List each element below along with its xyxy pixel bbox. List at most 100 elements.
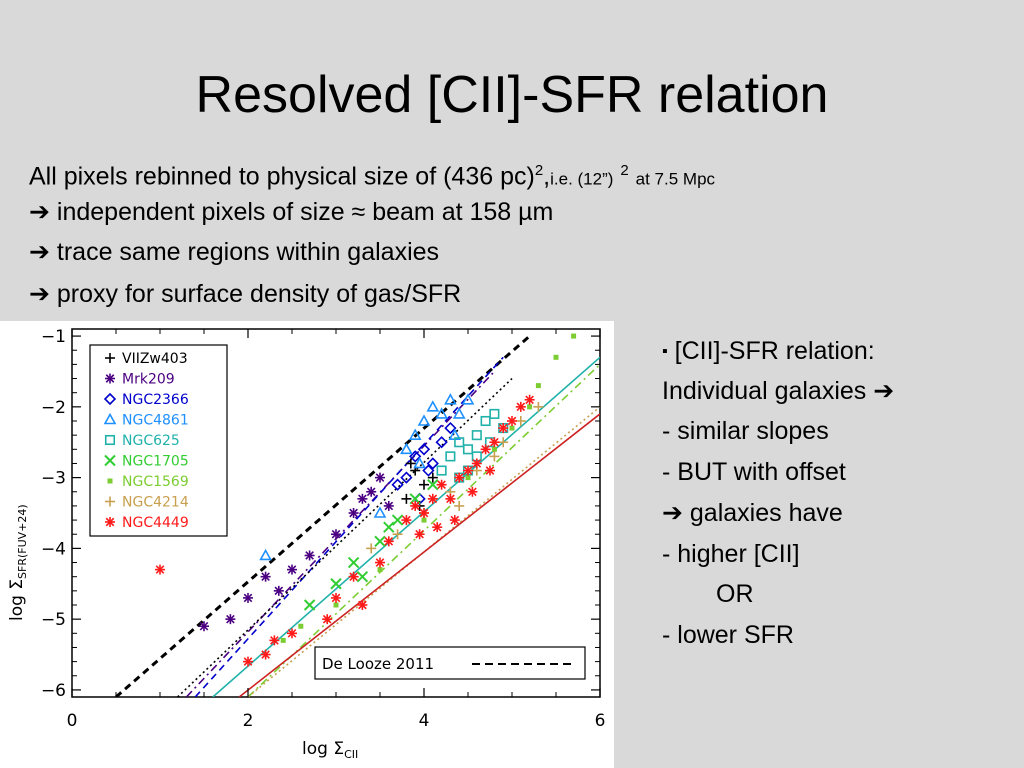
legend-label-mrk209: Mrk209 <box>122 372 175 388</box>
point-ngc4449-5 <box>287 628 297 639</box>
y-tick-label: −3 <box>41 469 66 489</box>
point-ngc4449-19 <box>463 465 473 476</box>
point-ngc2366-3 <box>409 450 422 463</box>
point-ngc625-2 <box>454 437 465 448</box>
right-line-6: - higher [CII] <box>662 540 800 568</box>
legend-label-ngc4449: NGC4449 <box>122 515 189 531</box>
point-ngc4449-23 <box>498 423 509 434</box>
x-tick-label: 0 <box>67 711 78 731</box>
fit-line-7 <box>247 406 600 697</box>
fit-line-4 <box>177 377 513 697</box>
point-ngc4861-11 <box>413 456 426 469</box>
point-ngc4449-24 <box>507 416 517 426</box>
point-ngc625-3 <box>462 444 474 455</box>
point-ngc1569-6 <box>465 475 471 481</box>
point-ngc1569-8 <box>535 383 541 389</box>
fit-line-8 <box>238 413 600 697</box>
right-line-2: Individual galaxies <box>662 377 867 405</box>
legend-marker-ngc4449 <box>105 517 115 527</box>
point-ngc625-5 <box>480 415 491 427</box>
point-viizw403-6 <box>405 458 416 469</box>
point-ngc4449-30 <box>414 529 425 540</box>
legend-marker-ngc4861 <box>103 412 117 425</box>
point-ngc4449-1 <box>155 564 165 575</box>
point-ngc4861-2 <box>373 506 387 518</box>
bullet1-comma: , <box>543 162 551 191</box>
x-tick-label: 6 <box>595 711 606 731</box>
point-ngc4449-29 <box>485 465 495 476</box>
point-ngc1569-3 <box>333 602 339 608</box>
point-mrk209-1 <box>199 621 209 632</box>
point-ngc2366-9 <box>422 464 435 477</box>
point-ngc2366-4 <box>417 443 431 456</box>
point-ngc4861-8 <box>444 393 457 405</box>
point-ngc4214-10 <box>489 451 500 462</box>
point-ngc1705-1 <box>303 599 316 611</box>
bullet1-small-sup: 2 <box>620 162 629 179</box>
point-ngc4449-17 <box>445 493 456 504</box>
bullet4-text: proxy for surface density of gas/SFR <box>56 280 462 308</box>
legend-marker-ngc4214 <box>105 496 115 507</box>
legend-label-ngc4861: NGC4861 <box>122 413 189 429</box>
fit-line-2 <box>185 370 495 697</box>
point-ngc4449-18 <box>454 472 465 483</box>
point-ngc4449-8 <box>348 571 359 582</box>
point-mrk209-12 <box>357 493 368 504</box>
y-axis-label-sub: SFR(FUV+24) <box>16 504 29 579</box>
point-ngc4449-9 <box>357 600 368 610</box>
point-ngc4449-10 <box>375 557 385 568</box>
legend-label-ngc625: NGC625 <box>122 433 180 449</box>
point-ngc4861-9 <box>452 407 466 419</box>
point-mrk209-9 <box>366 486 377 497</box>
point-ngc4449-16 <box>436 479 447 490</box>
bullet1-sup: 2 <box>534 162 544 179</box>
point-ngc1705-5 <box>391 514 404 526</box>
point-ngc4214-8 <box>533 401 544 412</box>
legend-item-ngc4214: NGC4214 <box>105 495 189 511</box>
point-ngc2366-7 <box>444 421 457 435</box>
legend-item-viizw403: VIIZw403 <box>105 351 188 367</box>
right-line-1: [CII]-SFR relation: <box>674 337 875 365</box>
point-mrk209-5 <box>287 564 297 575</box>
point-viizw403-2 <box>419 479 429 490</box>
point-ngc4449-15 <box>427 493 438 504</box>
arrow-icon: ➔ <box>662 499 683 527</box>
point-ngc4449-28 <box>467 486 478 497</box>
fit-line-3 <box>194 356 504 697</box>
legend-item-ngc2366: NGC2366 <box>103 392 189 408</box>
point-mrk209-3 <box>243 592 253 603</box>
point-ngc4861-1 <box>259 548 272 561</box>
legend-marker-viizw403 <box>105 353 115 363</box>
fit-line-1 <box>115 334 531 697</box>
x-tick-label: 4 <box>419 711 430 731</box>
point-mrk209-6 <box>304 550 315 561</box>
point-ngc1569-11 <box>527 404 533 410</box>
y-axis-label-main: log Σ <box>7 579 27 621</box>
point-ngc1569-5 <box>421 517 427 523</box>
point-mrk209-13 <box>273 585 284 596</box>
annotation-frame <box>314 646 586 680</box>
arrow-icon: ➔ <box>29 198 50 226</box>
point-ngc4449-6 <box>322 614 333 625</box>
legend-marker-ngc2366 <box>103 392 117 406</box>
point-ngc4449-3 <box>260 649 271 660</box>
legend-marker-mrk209 <box>105 373 115 384</box>
point-ngc4449-7 <box>331 592 341 603</box>
annotation-box: De Looze 2011 <box>314 646 586 680</box>
legend-item-ngc1705: NGC1705 <box>104 454 189 470</box>
point-ngc625-1 <box>445 451 456 462</box>
arrow-icon: ➔ <box>873 377 895 405</box>
legend-marker-ngc1705 <box>104 454 116 467</box>
point-ngc4861-10 <box>461 393 475 405</box>
legend-label-ngc1705: NGC1705 <box>122 454 189 470</box>
point-ngc4449-31 <box>432 522 443 533</box>
y-tick-label: −2 <box>41 398 66 418</box>
point-ngc1569-12 <box>491 446 497 452</box>
bullet-proxy: ➔ proxy for surface density of gas/SFR <box>29 277 461 311</box>
right-line-8: - lower SFR <box>662 621 794 649</box>
arrow-icon: ➔ <box>29 280 50 308</box>
point-mrk209-8 <box>348 508 359 518</box>
right-galaxies: ➔ galaxies have <box>662 496 843 530</box>
point-ngc4861-5 <box>417 414 431 426</box>
legend: VIIZw403 Mrk209 NGC2366 NGC4861 NGC625 NGC170… <box>89 344 228 537</box>
